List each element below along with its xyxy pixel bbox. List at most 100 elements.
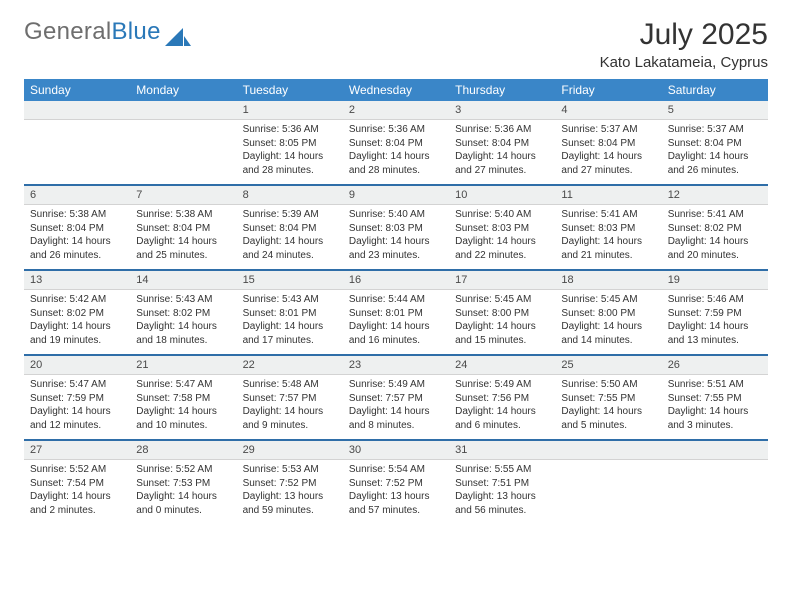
day-line: Daylight: 14 hours	[561, 320, 655, 334]
day-line: Daylight: 14 hours	[136, 320, 230, 334]
day-cell: Sunrise: 5:47 AMSunset: 7:59 PMDaylight:…	[24, 375, 130, 441]
date-number: 23	[343, 355, 449, 375]
day-line: Sunset: 8:05 PM	[243, 137, 337, 151]
day-cell: Sunrise: 5:36 AMSunset: 8:04 PMDaylight:…	[343, 120, 449, 186]
day-line: and 25 minutes.	[136, 249, 230, 263]
date-number: 14	[130, 270, 236, 290]
date-data-row: Sunrise: 5:47 AMSunset: 7:59 PMDaylight:…	[24, 375, 768, 441]
day-line: and 14 minutes.	[561, 334, 655, 348]
day-line: Daylight: 14 hours	[243, 320, 337, 334]
day-header: Friday	[555, 79, 661, 101]
day-line: and 28 minutes.	[349, 164, 443, 178]
month-title: July 2025	[600, 18, 768, 52]
day-line: Sunrise: 5:37 AM	[668, 123, 762, 137]
day-line: Sunrise: 5:47 AM	[30, 378, 124, 392]
day-line: Sunrise: 5:55 AM	[455, 463, 549, 477]
day-line: Sunset: 8:04 PM	[30, 222, 124, 236]
day-line: and 16 minutes.	[349, 334, 443, 348]
date-number: 30	[343, 440, 449, 460]
day-line: Sunset: 8:03 PM	[349, 222, 443, 236]
day-line: Sunrise: 5:41 AM	[668, 208, 762, 222]
day-line: Sunset: 8:02 PM	[30, 307, 124, 321]
day-line: Sunrise: 5:46 AM	[668, 293, 762, 307]
day-line: Daylight: 14 hours	[243, 235, 337, 249]
date-number: 5	[662, 101, 768, 120]
day-line: Sunrise: 5:45 AM	[561, 293, 655, 307]
date-number: 6	[24, 185, 130, 205]
day-line: Sunset: 7:51 PM	[455, 477, 549, 491]
day-cell: Sunrise: 5:52 AMSunset: 7:54 PMDaylight:…	[24, 460, 130, 525]
day-line: Sunrise: 5:52 AM	[136, 463, 230, 477]
day-cell: Sunrise: 5:50 AMSunset: 7:55 PMDaylight:…	[555, 375, 661, 441]
day-cell: Sunrise: 5:45 AMSunset: 8:00 PMDaylight:…	[555, 290, 661, 356]
day-line: and 28 minutes.	[243, 164, 337, 178]
day-line: and 9 minutes.	[243, 419, 337, 433]
day-line: and 17 minutes.	[243, 334, 337, 348]
day-header: Wednesday	[343, 79, 449, 101]
day-cell: Sunrise: 5:43 AMSunset: 8:01 PMDaylight:…	[237, 290, 343, 356]
date-number: 19	[662, 270, 768, 290]
day-line: Sunrise: 5:45 AM	[455, 293, 549, 307]
day-line: Sunrise: 5:50 AM	[561, 378, 655, 392]
day-line: and 20 minutes.	[668, 249, 762, 263]
day-line: Sunset: 7:59 PM	[668, 307, 762, 321]
day-cell: Sunrise: 5:39 AMSunset: 8:04 PMDaylight:…	[237, 205, 343, 271]
title-block: July 2025 Kato Lakatameia, Cyprus	[600, 18, 768, 71]
date-number-row: 2728293031	[24, 440, 768, 460]
day-line: and 23 minutes.	[349, 249, 443, 263]
day-header: Thursday	[449, 79, 555, 101]
date-number: 25	[555, 355, 661, 375]
day-cell: Sunrise: 5:37 AMSunset: 8:04 PMDaylight:…	[555, 120, 661, 186]
day-line: and 27 minutes.	[561, 164, 655, 178]
day-line: Sunset: 8:01 PM	[349, 307, 443, 321]
day-cell: Sunrise: 5:51 AMSunset: 7:55 PMDaylight:…	[662, 375, 768, 441]
date-data-row: Sunrise: 5:38 AMSunset: 8:04 PMDaylight:…	[24, 205, 768, 271]
day-line: Sunrise: 5:51 AM	[668, 378, 762, 392]
date-data-row: Sunrise: 5:36 AMSunset: 8:05 PMDaylight:…	[24, 120, 768, 186]
day-line: Sunrise: 5:40 AM	[455, 208, 549, 222]
date-number	[130, 101, 236, 120]
brand-text-2: Blue	[111, 18, 160, 45]
day-line: Sunset: 8:00 PM	[455, 307, 549, 321]
day-cell	[130, 120, 236, 186]
day-line: and 5 minutes.	[561, 419, 655, 433]
date-number: 9	[343, 185, 449, 205]
day-line: Sunset: 7:58 PM	[136, 392, 230, 406]
day-line: Daylight: 14 hours	[349, 405, 443, 419]
day-cell: Sunrise: 5:44 AMSunset: 8:01 PMDaylight:…	[343, 290, 449, 356]
date-number: 16	[343, 270, 449, 290]
day-cell: Sunrise: 5:48 AMSunset: 7:57 PMDaylight:…	[237, 375, 343, 441]
day-line: Sunrise: 5:38 AM	[30, 208, 124, 222]
day-line: and 24 minutes.	[243, 249, 337, 263]
day-line: and 15 minutes.	[455, 334, 549, 348]
day-line: Daylight: 13 hours	[243, 490, 337, 504]
day-line: Sunrise: 5:38 AM	[136, 208, 230, 222]
day-header: Monday	[130, 79, 236, 101]
day-line: Sunset: 7:57 PM	[349, 392, 443, 406]
day-line: and 59 minutes.	[243, 504, 337, 518]
day-line: Sunset: 7:59 PM	[30, 392, 124, 406]
day-line: Daylight: 14 hours	[243, 405, 337, 419]
day-cell: Sunrise: 5:45 AMSunset: 8:00 PMDaylight:…	[449, 290, 555, 356]
calendar-table: Sunday Monday Tuesday Wednesday Thursday…	[24, 79, 768, 524]
date-number-row: 12345	[24, 101, 768, 120]
day-line: Sunset: 7:56 PM	[455, 392, 549, 406]
date-number: 12	[662, 185, 768, 205]
day-line: Sunrise: 5:36 AM	[243, 123, 337, 137]
day-line: Daylight: 14 hours	[668, 320, 762, 334]
day-line: Daylight: 14 hours	[30, 490, 124, 504]
day-header: Sunday	[24, 79, 130, 101]
day-line: Daylight: 14 hours	[349, 320, 443, 334]
date-data-row: Sunrise: 5:42 AMSunset: 8:02 PMDaylight:…	[24, 290, 768, 356]
day-line: and 12 minutes.	[30, 419, 124, 433]
day-line: Sunset: 7:53 PM	[136, 477, 230, 491]
date-number: 31	[449, 440, 555, 460]
day-header: Saturday	[662, 79, 768, 101]
day-line: Daylight: 13 hours	[349, 490, 443, 504]
day-line: Sunset: 7:54 PM	[30, 477, 124, 491]
day-cell	[555, 460, 661, 525]
day-line: Sunset: 7:52 PM	[349, 477, 443, 491]
date-number: 1	[237, 101, 343, 120]
day-line: Daylight: 14 hours	[30, 405, 124, 419]
date-number: 2	[343, 101, 449, 120]
